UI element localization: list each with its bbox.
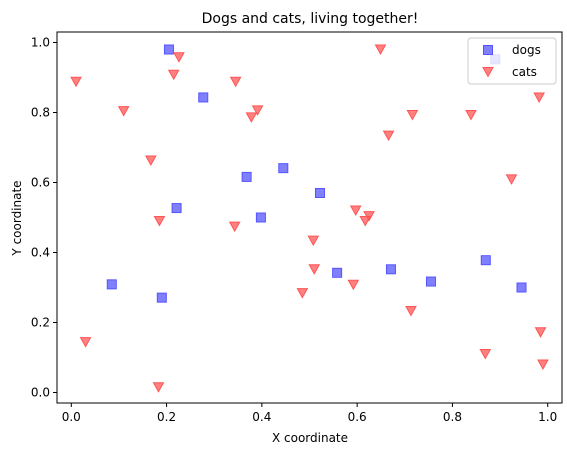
y-tick-label: 1.0 <box>31 36 50 50</box>
cats-point <box>382 130 395 142</box>
dogs-point <box>171 203 182 214</box>
x-tick-label: 1.0 <box>538 410 557 424</box>
dogs-point <box>314 188 325 198</box>
x-tick-label: 0.8 <box>443 410 462 424</box>
y-tick-label: 0.0 <box>31 386 50 400</box>
cats-point <box>465 109 477 121</box>
plot-marks <box>70 44 549 393</box>
x-tick-label: 0.6 <box>348 410 367 424</box>
dogs-point <box>156 292 167 303</box>
cats-point <box>145 155 157 166</box>
cats-point <box>505 174 518 185</box>
cats-point <box>153 216 166 227</box>
legend-marker-cats <box>482 67 494 78</box>
legend-label-cats: cats <box>512 65 537 79</box>
cats-point <box>479 349 492 360</box>
cats-point <box>228 221 241 233</box>
cats-point <box>245 112 258 123</box>
chart-title: Dogs and cats, living together! <box>202 11 419 27</box>
cats-point <box>347 279 360 291</box>
cats-point <box>79 337 92 348</box>
cats-point <box>117 106 130 117</box>
dogs-point <box>278 163 289 174</box>
cats-point <box>537 359 549 371</box>
cats-point <box>308 264 321 275</box>
cats-point <box>251 105 264 116</box>
cats-point <box>374 44 387 56</box>
x-axis-label: X coordinate <box>272 431 348 445</box>
plot-frame <box>56 31 563 404</box>
y-tick-label: 0.2 <box>31 316 50 330</box>
x-tick-label: 0.4 <box>252 410 271 424</box>
dogs-point <box>480 255 491 266</box>
y-tick-label: 0.6 <box>31 176 50 190</box>
cats-point <box>229 76 242 88</box>
dogs-point <box>255 212 266 223</box>
cats-point <box>533 92 545 103</box>
dogs-point <box>241 171 252 182</box>
y-tick-label: 0.8 <box>31 106 50 120</box>
axes: 0.0 0.2 0.4 0.6 0.8 1.0 0.0 0.2 0.4 0.6 0.8 1.0 <box>31 31 563 424</box>
y-axis-label: Y coordinate <box>10 180 24 256</box>
dogs-point <box>516 282 527 293</box>
x-tick-label: 0.0 <box>62 410 81 424</box>
dogs-point <box>163 44 174 55</box>
dogs-point <box>425 276 436 287</box>
cats-point <box>167 69 180 81</box>
y-tick-label: 0.4 <box>31 246 50 260</box>
cats-point <box>296 288 309 299</box>
cats-point <box>70 76 82 88</box>
cats-point <box>406 109 419 121</box>
dogs-point <box>198 92 209 103</box>
legend-label-dogs: dogs <box>512 43 541 57</box>
cats-point <box>152 382 165 393</box>
cats-point <box>405 305 417 317</box>
cats-point <box>363 211 375 222</box>
x-tick-label: 0.2 <box>157 410 176 424</box>
dogs-point <box>106 279 117 290</box>
legend-marker-dogs <box>483 45 493 55</box>
cats-point <box>307 235 320 247</box>
dogs-point <box>332 267 343 278</box>
cats-point <box>349 205 362 217</box>
cats-point <box>534 327 547 338</box>
legend: dogs cats <box>467 37 557 85</box>
dogs-point <box>385 264 396 275</box>
cats-point <box>173 52 185 63</box>
series-cats <box>70 44 549 393</box>
